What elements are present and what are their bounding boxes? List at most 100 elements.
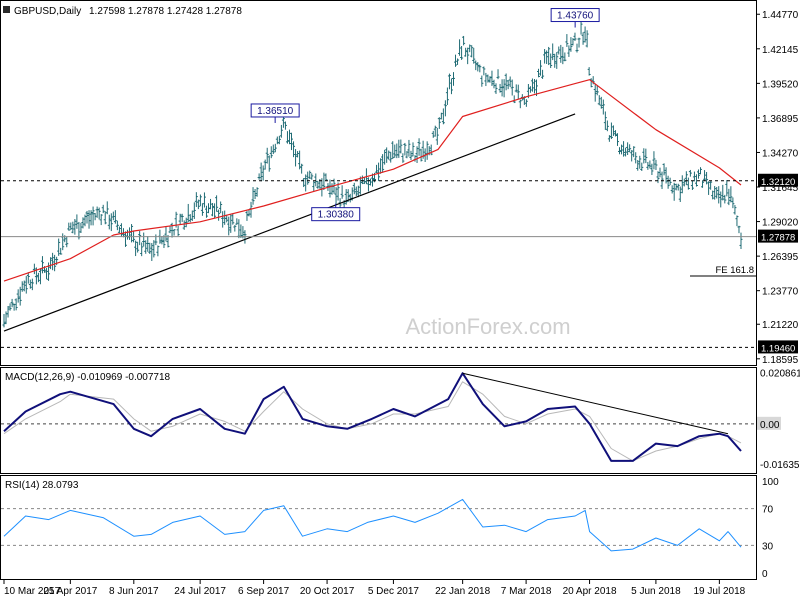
price-bar	[30, 278, 34, 291]
price-bar	[233, 225, 237, 232]
price-bar	[605, 120, 609, 132]
price-bar	[40, 256, 44, 274]
x-tick-label: 6 Sep 2017	[238, 586, 290, 597]
price-bar	[312, 180, 316, 192]
price-bar	[89, 210, 93, 226]
price-bar	[464, 47, 468, 57]
price-bar	[6, 306, 10, 318]
price-bar	[492, 79, 496, 89]
price-bar	[251, 187, 255, 205]
x-tick-label: 24 Jul 2017	[174, 586, 226, 597]
price-bar	[571, 38, 575, 46]
price-bar	[310, 173, 314, 180]
price-bar	[115, 220, 119, 231]
price-bar	[245, 210, 249, 221]
price-bar	[439, 112, 443, 120]
price-bar	[279, 124, 283, 138]
price-bar	[283, 121, 287, 130]
price-bar	[528, 86, 532, 93]
price-bar	[648, 160, 652, 169]
price-bar	[140, 242, 144, 257]
price-bar	[130, 224, 134, 243]
price-bar	[638, 155, 642, 169]
price-bar	[109, 213, 113, 232]
price-bar	[725, 180, 729, 197]
x-tick-label: 8 Jun 2017	[109, 586, 159, 597]
price-y-tick-label: 1.23770	[762, 287, 799, 298]
price-bar	[202, 192, 206, 208]
price-bar	[204, 205, 208, 218]
macd-signal-line	[3, 381, 742, 462]
price-bar	[676, 183, 680, 191]
price-bar	[18, 286, 22, 306]
price-bar	[371, 173, 374, 187]
x-tick-label: 5 Jun 2018	[631, 586, 681, 597]
price-bar	[597, 95, 601, 106]
price-bar	[261, 165, 265, 181]
price-bar	[545, 50, 549, 64]
level-box-1.27878: 1.27878	[758, 229, 798, 244]
price-bar	[694, 174, 698, 187]
price-bar	[466, 47, 470, 65]
price-bar	[451, 72, 455, 86]
price-bar	[273, 143, 277, 153]
level-box-1.32120: 1.32120	[758, 173, 798, 188]
price-bar	[682, 178, 686, 187]
price-bar	[253, 188, 257, 200]
price-bar	[322, 172, 326, 190]
price-bar	[4, 311, 8, 325]
price-bar	[65, 236, 69, 248]
price-bar	[721, 184, 725, 201]
price-bar	[688, 169, 692, 177]
price-bar	[692, 171, 696, 182]
rsi-y-tick-label: 100	[762, 477, 779, 488]
price-bar	[561, 46, 565, 65]
price-bar	[500, 79, 504, 97]
price-bar	[433, 125, 437, 137]
price-bar	[154, 234, 158, 246]
price-bar	[387, 150, 391, 160]
price-bar	[277, 135, 281, 145]
price-bar	[186, 203, 190, 223]
price-bar	[547, 46, 551, 66]
price-bar	[379, 158, 383, 174]
price-bar	[429, 144, 433, 156]
price-bar	[705, 171, 709, 185]
price-bar	[569, 37, 573, 52]
price-bar	[658, 167, 662, 178]
price-bar	[290, 132, 294, 151]
x-tick-label: 22 Jan 2018	[435, 586, 490, 597]
price-bar	[707, 181, 711, 195]
rsi-y-tick-label: 0	[762, 569, 768, 580]
price-bar	[45, 268, 49, 280]
price-bar	[514, 84, 518, 93]
price-bar	[543, 49, 547, 64]
price-bar	[565, 34, 569, 47]
price-bar	[377, 162, 381, 182]
x-tick-label: 20 Oct 2017	[300, 586, 355, 597]
price-bar	[138, 230, 142, 246]
rsi-panel: RSI(14) 28.0793 100 70 30 0	[1, 477, 779, 580]
symbol-icon	[3, 6, 10, 13]
price-bar	[701, 180, 705, 188]
price-bar	[383, 149, 387, 165]
price-bar	[577, 37, 581, 48]
price-bar	[703, 170, 707, 181]
price-bar	[460, 45, 464, 60]
price-bar	[510, 79, 514, 96]
price-bar	[136, 241, 140, 253]
price-bar	[360, 175, 364, 185]
price-bar	[190, 210, 194, 221]
price-bar	[285, 131, 289, 144]
price-bar	[302, 178, 306, 188]
price-bar	[680, 175, 684, 194]
watermark: ActionForex.com	[405, 314, 570, 339]
price-bar	[257, 173, 261, 180]
price-bar	[482, 66, 486, 76]
price-bar	[32, 263, 36, 275]
price-bar	[486, 74, 490, 83]
price-bar	[626, 142, 630, 156]
price-bar	[476, 62, 480, 72]
price-bar	[142, 232, 146, 247]
level-box-1.19460-text: 1.19460	[761, 343, 795, 354]
